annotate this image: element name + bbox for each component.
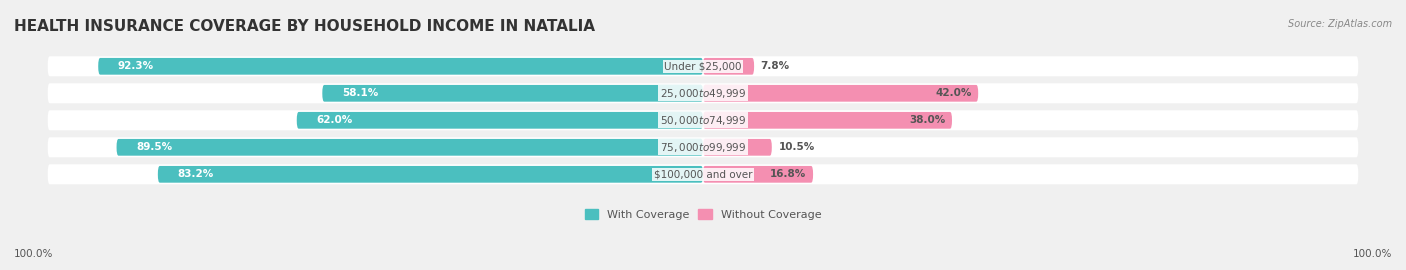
FancyBboxPatch shape — [322, 85, 703, 102]
Text: Source: ZipAtlas.com: Source: ZipAtlas.com — [1288, 19, 1392, 29]
FancyBboxPatch shape — [703, 166, 813, 183]
Text: 7.8%: 7.8% — [761, 61, 790, 71]
FancyBboxPatch shape — [48, 137, 1358, 157]
Text: $50,000 to $74,999: $50,000 to $74,999 — [659, 114, 747, 127]
Text: $25,000 to $49,999: $25,000 to $49,999 — [659, 87, 747, 100]
FancyBboxPatch shape — [48, 56, 1358, 76]
FancyBboxPatch shape — [48, 83, 1358, 103]
Legend: With Coverage, Without Coverage: With Coverage, Without Coverage — [585, 209, 821, 220]
FancyBboxPatch shape — [703, 112, 952, 129]
Text: 16.8%: 16.8% — [770, 169, 807, 179]
Text: 83.2%: 83.2% — [177, 169, 214, 179]
Text: 62.0%: 62.0% — [316, 115, 353, 125]
FancyBboxPatch shape — [703, 85, 979, 102]
Text: 100.0%: 100.0% — [1353, 249, 1392, 259]
FancyBboxPatch shape — [157, 166, 703, 183]
Text: HEALTH INSURANCE COVERAGE BY HOUSEHOLD INCOME IN NATALIA: HEALTH INSURANCE COVERAGE BY HOUSEHOLD I… — [14, 19, 595, 34]
Text: $100,000 and over: $100,000 and over — [654, 169, 752, 179]
FancyBboxPatch shape — [703, 139, 772, 156]
FancyBboxPatch shape — [117, 139, 703, 156]
FancyBboxPatch shape — [297, 112, 703, 129]
Text: 42.0%: 42.0% — [935, 88, 972, 98]
Text: Under $25,000: Under $25,000 — [664, 61, 742, 71]
FancyBboxPatch shape — [98, 58, 703, 75]
Text: 10.5%: 10.5% — [779, 142, 814, 152]
FancyBboxPatch shape — [48, 164, 1358, 184]
Text: 100.0%: 100.0% — [14, 249, 53, 259]
Text: 38.0%: 38.0% — [910, 115, 945, 125]
Text: 89.5%: 89.5% — [136, 142, 173, 152]
Text: 92.3%: 92.3% — [118, 61, 155, 71]
FancyBboxPatch shape — [703, 58, 754, 75]
Text: $75,000 to $99,999: $75,000 to $99,999 — [659, 141, 747, 154]
FancyBboxPatch shape — [48, 110, 1358, 130]
Text: 58.1%: 58.1% — [342, 88, 378, 98]
